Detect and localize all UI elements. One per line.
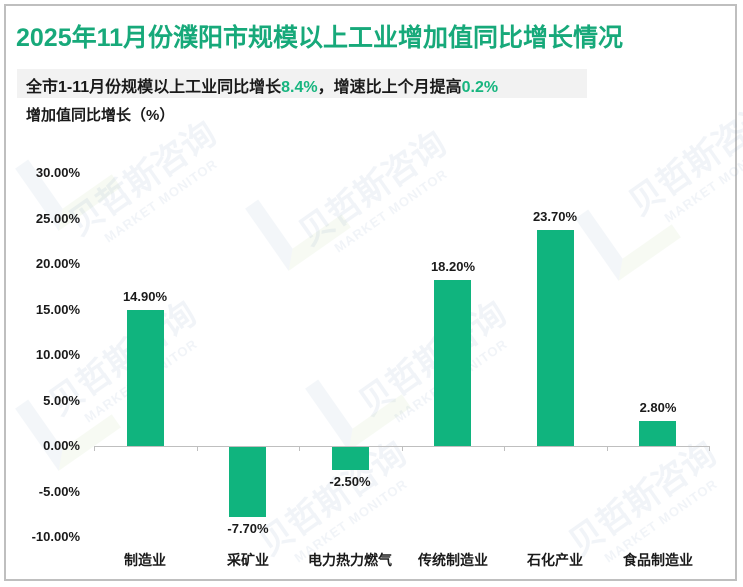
- x-axis-tick: [402, 446, 403, 451]
- chart-title: 2025年11月份濮阳市规模以上工业增加值同比增长情况: [16, 24, 624, 52]
- bar-4[interactable]: [434, 280, 471, 446]
- y-tick-label: 10.00%: [35, 347, 80, 362]
- x-axis-tick: [299, 446, 300, 451]
- bar-2[interactable]: [229, 447, 266, 517]
- y-tick-label: 20.00%: [35, 256, 80, 271]
- x-category-label: 采矿业: [227, 552, 269, 568]
- bar-value-label: -2.50%: [329, 474, 371, 489]
- x-axis-tick: [197, 446, 198, 451]
- x-category-label: 食品制造业: [623, 552, 693, 568]
- chart-subtitle: 全市1-11月份规模以上工业同比增长8.4%，增速比上个月提高0.2%: [26, 73, 498, 97]
- bar-1[interactable]: [127, 310, 164, 446]
- x-axis-tick: [504, 446, 505, 451]
- subtitle-middle: ，增速比上个月提高: [317, 79, 462, 96]
- y-tick-label: 15.00%: [35, 301, 80, 317]
- x-axis-tick: [94, 446, 95, 451]
- bar-value-label: 14.90%: [122, 289, 168, 304]
- x-axis-tick: [607, 446, 608, 451]
- y-tick-label: 5.00%: [43, 392, 80, 408]
- subtitle-growth-value: 8.4%: [281, 79, 318, 96]
- y-tick-label: 0.00%: [43, 438, 80, 453]
- y-axis-label: 增加值同比增长（%）: [26, 107, 175, 124]
- subtitle-box: [17, 69, 587, 98]
- x-category-label: 制造业: [124, 552, 166, 568]
- y-tick-label: -5.00%: [38, 483, 80, 499]
- y-tick-label: 30.00%: [35, 165, 80, 180]
- x-category-label: 传统制造业: [418, 552, 488, 568]
- subtitle-increase-value: 0.2%: [461, 79, 499, 96]
- bar-3[interactable]: [332, 447, 369, 470]
- y-tick-label: -10.00%: [31, 529, 80, 544]
- chart-frame: [4, 4, 737, 581]
- x-axis-line: [94, 446, 709, 447]
- x-category-label: 电力热力燃气: [308, 552, 392, 568]
- bar-5[interactable]: [537, 230, 574, 446]
- bar-value-label: 23.70%: [532, 209, 578, 224]
- y-tick-label: 25.00%: [35, 210, 80, 226]
- bar-value-label: 18.20%: [430, 259, 476, 274]
- subtitle-prefix: 全市1-11月份规模以上工业同比增长: [26, 79, 282, 96]
- x-axis-tick: [709, 446, 710, 451]
- bar-6[interactable]: [639, 421, 676, 446]
- x-category-label: 石化产业: [527, 552, 583, 568]
- bar-value-label: 2.80%: [639, 400, 677, 415]
- bar-value-label: -7.70%: [227, 521, 269, 536]
